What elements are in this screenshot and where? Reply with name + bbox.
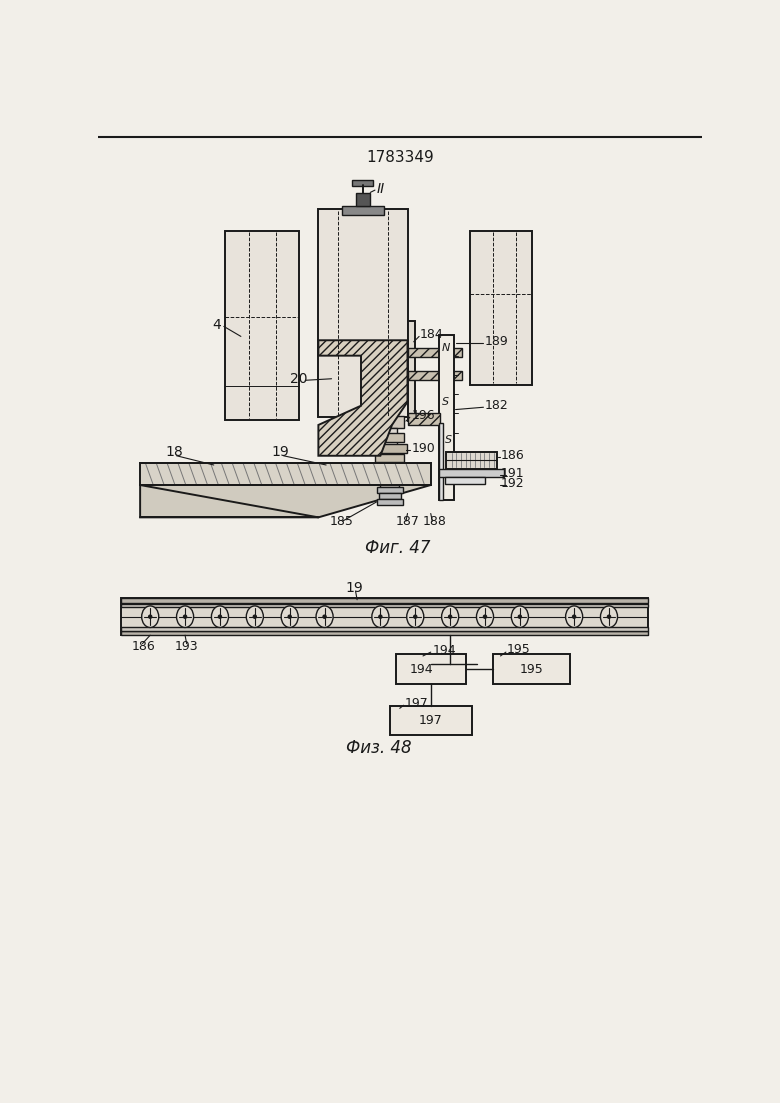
Text: Физ. 48: Физ. 48 [346,739,411,758]
Bar [438,335,454,501]
Circle shape [149,615,152,618]
Text: 19: 19 [346,581,363,596]
Text: 193: 193 [175,640,199,653]
Ellipse shape [211,606,229,628]
Circle shape [379,615,382,618]
Circle shape [608,615,611,618]
Text: 182: 182 [485,399,509,413]
Bar [391,706,472,736]
Bar [470,231,531,385]
Bar [438,469,505,476]
Ellipse shape [601,606,618,628]
Ellipse shape [566,606,583,628]
Bar [407,347,462,357]
Ellipse shape [406,606,424,628]
Bar [121,604,647,608]
Circle shape [218,615,222,618]
Polygon shape [140,485,431,517]
Text: 188: 188 [423,515,447,527]
Text: 18: 18 [165,445,183,459]
Bar [121,631,647,635]
Bar [377,486,402,493]
Text: 197: 197 [419,714,442,727]
Text: Фиг. 47: Фиг. 47 [365,539,431,557]
Ellipse shape [176,606,193,628]
Bar [438,424,443,501]
Bar [407,414,440,425]
Text: S: S [441,397,448,407]
Circle shape [484,615,487,618]
Ellipse shape [246,606,264,628]
Bar [140,463,431,485]
Bar [445,476,485,484]
Bar [318,210,407,417]
Bar [396,654,466,684]
Bar [377,499,402,505]
Ellipse shape [281,606,298,628]
Text: 194: 194 [410,663,433,675]
Text: 191: 191 [501,467,524,480]
Circle shape [323,615,326,618]
Text: 190: 190 [411,441,435,454]
Circle shape [519,615,521,618]
Text: 185: 185 [330,515,354,527]
Bar [342,205,385,215]
Text: II: II [377,182,385,195]
Text: 186: 186 [132,640,155,653]
Text: 4: 4 [212,318,221,332]
Bar [121,598,647,635]
Ellipse shape [512,606,528,628]
Bar [407,321,415,421]
Bar [375,454,404,462]
Bar [381,463,399,486]
Text: 195: 195 [519,663,544,675]
Ellipse shape [316,606,333,628]
Ellipse shape [142,606,158,628]
Bar [382,428,398,470]
Bar [121,628,647,631]
Bar [375,432,404,442]
Text: S: S [445,436,452,446]
Bar [225,231,299,419]
Bar [493,654,570,684]
Text: 1783349: 1783349 [366,150,434,164]
Text: 189: 189 [485,335,509,349]
Bar [121,598,647,603]
Text: 184: 184 [420,329,444,341]
Circle shape [288,615,291,618]
Bar [446,452,497,469]
Text: 20: 20 [289,372,307,386]
Text: 195: 195 [507,643,530,656]
Circle shape [448,615,452,618]
Text: 192: 192 [501,476,524,490]
Bar [356,193,370,206]
Text: 186: 186 [501,449,524,462]
Circle shape [413,615,417,618]
Bar [352,180,374,186]
Text: 197: 197 [404,697,428,710]
Circle shape [183,615,186,618]
Text: N: N [441,343,450,353]
Ellipse shape [372,606,389,628]
Bar [375,416,404,428]
Ellipse shape [477,606,494,628]
Text: 194: 194 [432,644,456,657]
Circle shape [573,615,576,618]
Bar [379,493,400,499]
Polygon shape [318,340,407,456]
Circle shape [254,615,257,618]
Bar [373,445,406,453]
Text: 187: 187 [396,515,420,527]
Ellipse shape [441,606,459,628]
Bar [407,371,462,381]
Text: 196: 196 [411,409,435,422]
Text: 19: 19 [272,445,289,459]
